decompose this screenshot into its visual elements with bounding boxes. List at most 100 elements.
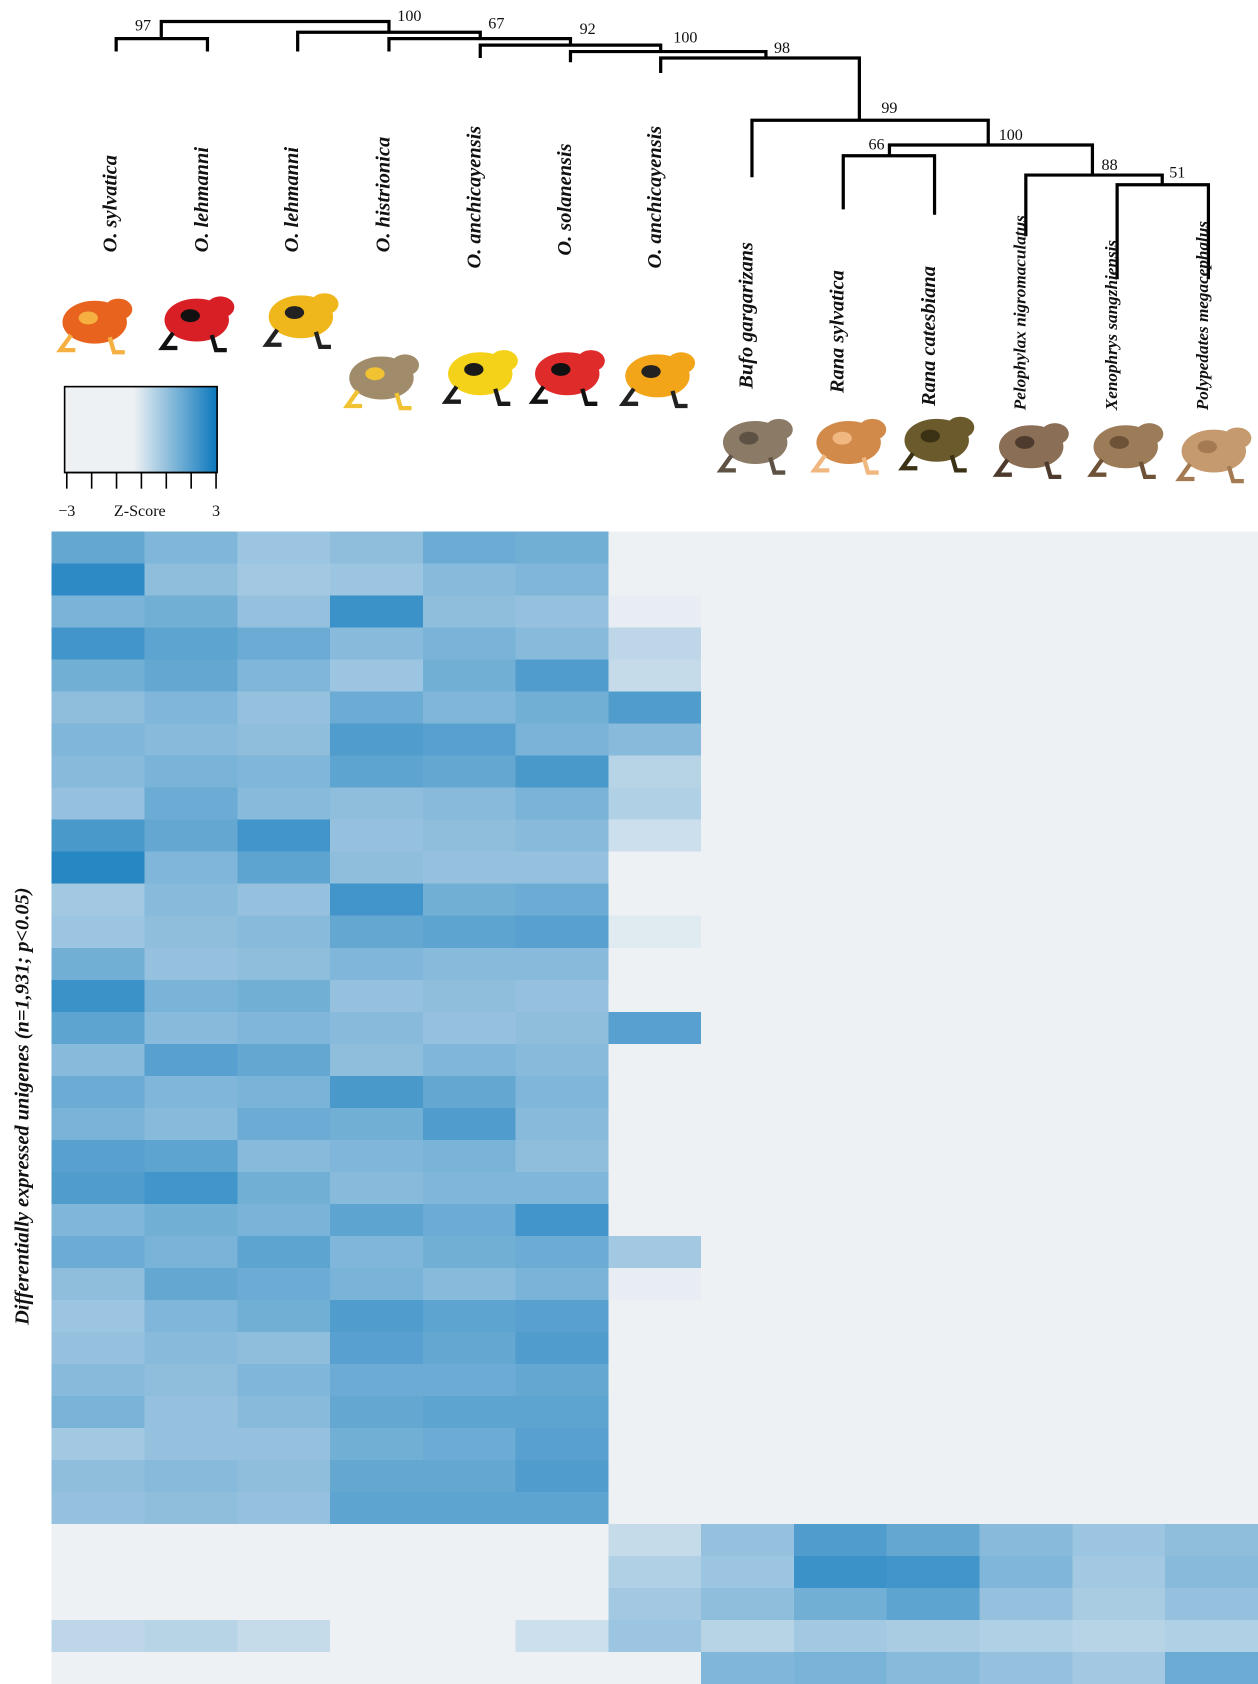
frog-spot — [641, 365, 660, 378]
heatmap-cell — [701, 724, 794, 757]
heatmap-cell — [794, 1140, 887, 1173]
heatmap-cell — [608, 1364, 701, 1397]
heatmap-cell — [237, 1524, 330, 1557]
heatmap-cell — [330, 948, 423, 981]
species-label: Rana sylvatica — [827, 270, 849, 394]
heatmap-cell — [608, 852, 701, 885]
heatmap-cell — [423, 1332, 516, 1365]
heatmap-cell — [608, 1108, 701, 1141]
heatmap-cell — [701, 1108, 794, 1141]
heatmap-cell — [237, 1108, 330, 1141]
heatmap-cell — [608, 1236, 701, 1269]
heatmap-cell — [979, 1556, 1072, 1589]
heatmap-cell — [330, 884, 423, 917]
heatmap-cell — [794, 1300, 887, 1333]
heatmap-cell — [52, 788, 145, 821]
heatmap-cell — [608, 1652, 701, 1684]
heatmap-cell — [237, 1332, 330, 1365]
heatmap-cell — [52, 692, 145, 725]
heatmap-cell — [516, 1268, 609, 1301]
heatmap-cell — [516, 980, 609, 1013]
heatmap-cell — [701, 1588, 794, 1621]
bootstrap-support: 92 — [580, 21, 596, 38]
heatmap-cell — [887, 788, 980, 821]
heatmap-cell — [1072, 1012, 1165, 1045]
heatmap-cell — [330, 1588, 423, 1621]
heatmap-cell — [237, 788, 330, 821]
heatmap-cell — [701, 1364, 794, 1397]
heatmap-cell — [1165, 1236, 1258, 1269]
heatmap-cell — [1072, 980, 1165, 1013]
heatmap-cell — [330, 1204, 423, 1237]
heatmap-cell — [1072, 1140, 1165, 1173]
heatmap-cell — [516, 1652, 609, 1684]
frog-spot — [739, 432, 758, 445]
heatmap-cell — [145, 1428, 238, 1461]
heatmap-cell — [1165, 1140, 1258, 1173]
heatmap-cell — [1165, 724, 1258, 757]
bootstrap-support: 99 — [881, 100, 897, 117]
heatmap-cell — [145, 1300, 238, 1333]
heatmap-cell — [1165, 852, 1258, 885]
heatmap-cell — [237, 532, 330, 565]
heatmap-cell — [52, 1268, 145, 1301]
heatmap-cell — [794, 1588, 887, 1621]
heatmap-cell — [979, 596, 1072, 629]
heatmap-cell — [237, 1140, 330, 1173]
heatmap-cell — [794, 916, 887, 949]
heatmap-cell — [516, 1620, 609, 1653]
heatmap-cell — [979, 1204, 1072, 1237]
heatmap-cell — [237, 1204, 330, 1237]
heatmap-cell — [979, 1044, 1072, 1077]
heatmap-cell — [330, 1396, 423, 1429]
heatmap-cell — [330, 1620, 423, 1653]
heatmap-cell — [1072, 1396, 1165, 1429]
heatmap-cell — [52, 596, 145, 629]
heatmap-cell — [979, 1012, 1072, 1045]
heatmap-cell — [52, 884, 145, 917]
heatmap-cell — [887, 1620, 980, 1653]
heatmap-cell — [794, 1396, 887, 1429]
heatmap-cell — [145, 1268, 238, 1301]
bootstrap-support: 88 — [1102, 157, 1118, 174]
heatmap-cell — [423, 1492, 516, 1525]
heatmap-cell — [887, 1524, 980, 1557]
heatmap-cell — [979, 1396, 1072, 1429]
frog-spot — [1110, 436, 1129, 449]
heatmap-cell — [887, 1108, 980, 1141]
heatmap-cell — [979, 1524, 1072, 1557]
heatmap-cell — [979, 1172, 1072, 1205]
heatmap-cell — [701, 628, 794, 661]
heatmap-cell — [1165, 1396, 1258, 1429]
heatmap-cell — [423, 1524, 516, 1557]
heatmap-cell — [1165, 820, 1258, 853]
heatmap-cell — [1072, 1236, 1165, 1269]
heatmap-cell — [145, 1524, 238, 1557]
heatmap-cell — [979, 1364, 1072, 1397]
y-axis-label: Differentially expressed unigenes (n=1,9… — [11, 887, 33, 1325]
heatmap-cell — [979, 948, 1072, 981]
frog-head — [577, 350, 605, 371]
heatmap-cell — [145, 1332, 238, 1365]
heatmap-cell — [145, 1236, 238, 1269]
heatmap-cell — [145, 724, 238, 757]
heatmap-cell — [145, 1364, 238, 1397]
heatmap-cell — [145, 1108, 238, 1141]
heatmap-cell — [701, 692, 794, 725]
heatmap-cell — [1072, 756, 1165, 789]
heatmap-cell — [52, 532, 145, 565]
heatmap-cell — [608, 1492, 701, 1525]
heatmap-cell — [887, 724, 980, 757]
heatmap-cell — [794, 1108, 887, 1141]
heatmap-cell — [1072, 1044, 1165, 1077]
frog-spot — [1015, 436, 1034, 449]
dendrogram-branch — [843, 156, 934, 215]
heatmap-cell — [701, 1268, 794, 1301]
species-label: O. anchicayensis — [464, 126, 486, 269]
species-label: Rana catesbiana — [918, 266, 940, 407]
heatmap-cell — [237, 756, 330, 789]
heatmap-cell — [237, 1620, 330, 1653]
heatmap-cell — [330, 1428, 423, 1461]
heatmap-cell — [701, 1012, 794, 1045]
heatmap-cell — [516, 916, 609, 949]
